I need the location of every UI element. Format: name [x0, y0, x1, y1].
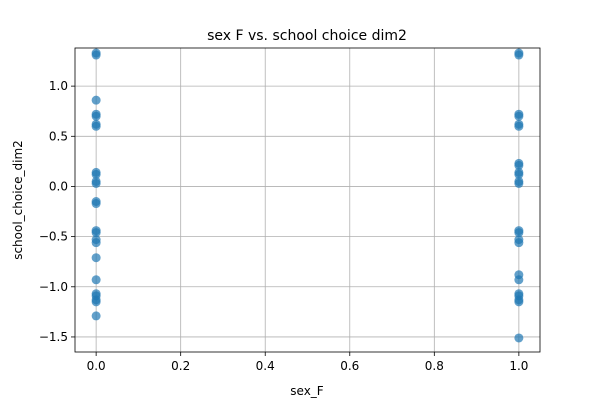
- grid-lines: [75, 48, 540, 352]
- scatter-point: [514, 297, 524, 307]
- scatter-point: [91, 50, 101, 60]
- scatter-point: [91, 228, 101, 238]
- scatter-point: [91, 178, 101, 188]
- scatter-point: [91, 111, 101, 121]
- scatter-point: [514, 169, 524, 179]
- x-tick-label: 0.2: [171, 359, 190, 373]
- scatter-point: [91, 169, 101, 179]
- x-axis-ticks: 0.0 0.2 0.4 0.6 0.8 1.0: [87, 352, 528, 373]
- scatter-point: [514, 238, 524, 248]
- plot-area-frame: [74, 47, 541, 353]
- y-tick-label: −0.5: [39, 230, 68, 244]
- y-tick-label: 0.0: [49, 179, 68, 193]
- scatter-point: [91, 311, 101, 321]
- y-tick-label: 1.0: [49, 79, 68, 93]
- x-tick-label: 0.4: [256, 359, 275, 373]
- scatter-point: [91, 238, 101, 248]
- data-points: [91, 48, 524, 343]
- scatter-point: [514, 121, 524, 131]
- scatter-point: [514, 50, 524, 60]
- scatter-point: [514, 111, 524, 121]
- scatter-point: [514, 160, 524, 170]
- scatter-point: [91, 275, 101, 285]
- y-axis-label: school_choice_dim2: [11, 140, 25, 260]
- scatter-point: [91, 199, 101, 209]
- scatter-point: [91, 121, 101, 131]
- scatter-point: [91, 253, 101, 263]
- y-tick-label: −1.0: [39, 280, 68, 294]
- x-tick-label: 0.0: [87, 359, 106, 373]
- y-tick-label: 0.5: [49, 129, 68, 143]
- x-tick-label: 0.8: [425, 359, 444, 373]
- x-tick-label: 1.0: [509, 359, 528, 373]
- x-tick-label: 0.6: [340, 359, 359, 373]
- scatter-point: [91, 297, 101, 307]
- scatter-point: [91, 95, 101, 105]
- chart-title: sex F vs. school choice dim2: [207, 28, 407, 44]
- y-tick-label: −1.5: [39, 330, 68, 344]
- scatter-point: [514, 228, 524, 238]
- scatter-point: [514, 178, 524, 188]
- y-axis-ticks: 1.0 0.5 0.0 −0.5 −1.0 −1.5: [39, 79, 75, 344]
- x-axis-label: sex_F: [290, 384, 324, 398]
- scatter-point: [514, 275, 524, 285]
- scatter-point: [514, 333, 524, 343]
